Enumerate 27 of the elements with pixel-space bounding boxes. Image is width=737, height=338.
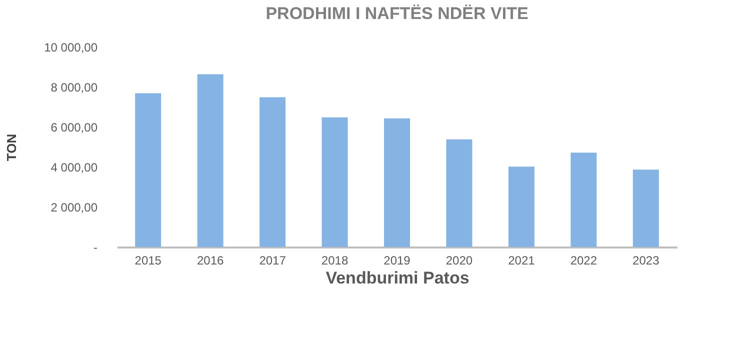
x-axis-title: Vendburimi Patos	[326, 268, 470, 288]
x-tick-label: 2017	[259, 254, 286, 268]
x-tick-label: 2015	[134, 254, 162, 268]
x-tick-label: 2020	[446, 254, 473, 268]
bar	[508, 166, 534, 247]
y-tick-label: 10 000,00	[44, 40, 98, 54]
bar	[322, 117, 348, 247]
y-tick-label: 4 000,00	[50, 160, 98, 174]
bar	[570, 152, 597, 247]
x-tick-label: 2023	[632, 254, 660, 268]
x-tick-label: 2016	[196, 254, 224, 268]
y-tick-label: 6 000,00	[50, 120, 98, 134]
x-tick-label: 2018	[321, 254, 348, 268]
bar	[632, 170, 659, 247]
bar	[197, 74, 224, 247]
x-tick-label: 2019	[384, 254, 411, 268]
bar	[135, 93, 162, 247]
x-tick-label: 2021	[508, 254, 536, 268]
chart-title: PRODHIMI I NAFTËS NDËR VITE	[266, 4, 528, 23]
bar	[446, 139, 472, 247]
x-tick-label: 2022	[570, 254, 598, 268]
bar	[260, 97, 286, 247]
y-tick-label: 2 000,00	[50, 200, 98, 214]
y-axis-title: TON	[4, 134, 20, 162]
y-tick-label: -	[94, 240, 98, 254]
bar	[384, 118, 410, 247]
y-tick-label: 8 000,00	[50, 80, 98, 94]
